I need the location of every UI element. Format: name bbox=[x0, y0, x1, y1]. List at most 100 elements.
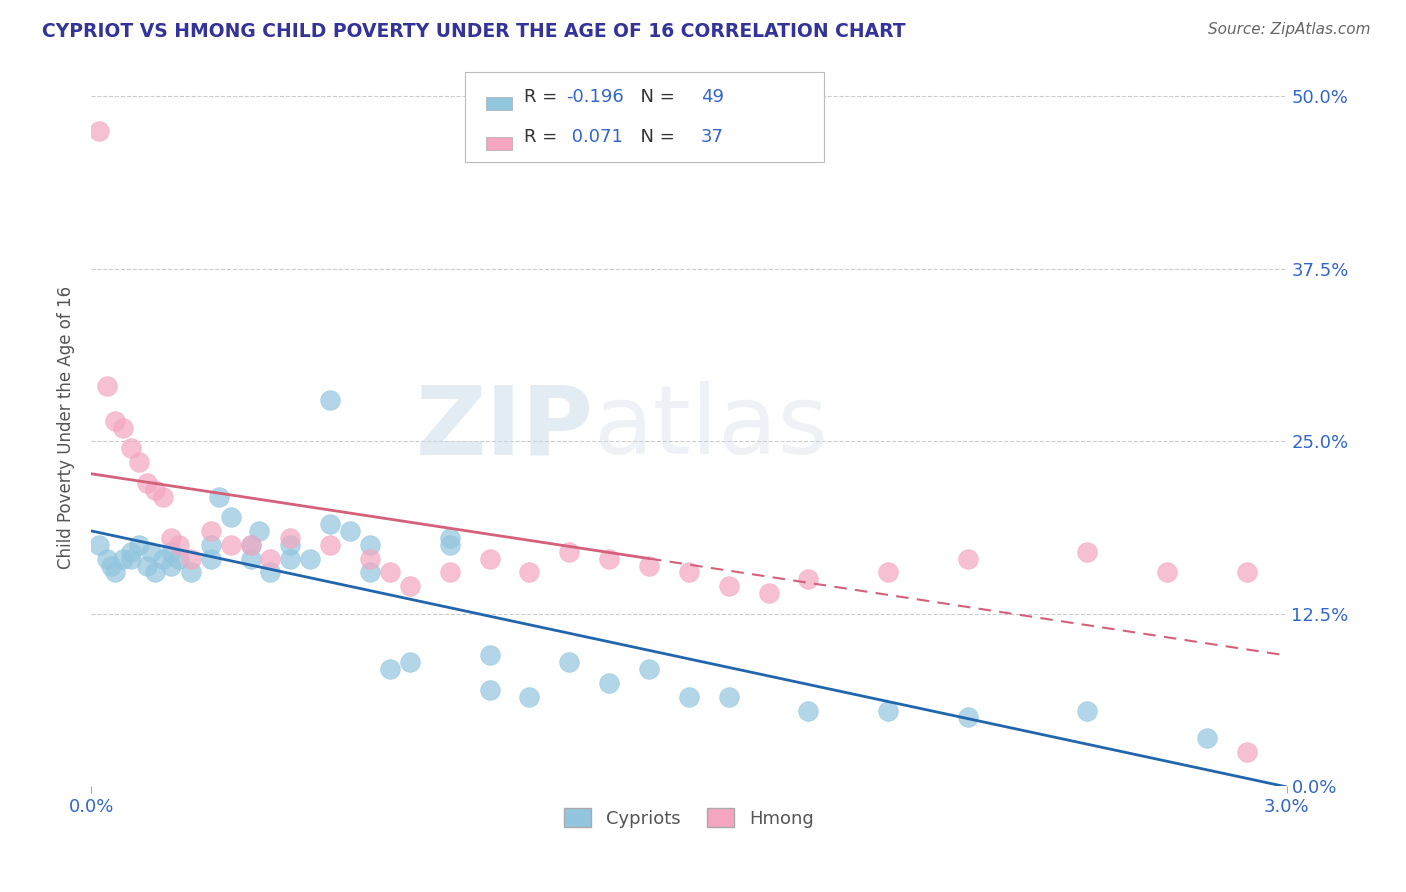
Text: R =: R = bbox=[524, 88, 562, 106]
Text: ZIP: ZIP bbox=[415, 381, 593, 474]
Point bbox=[280, 551, 302, 566]
Point bbox=[259, 566, 281, 580]
Text: CYPRIOT VS HMONG CHILD POVERTY UNDER THE AGE OF 16 CORRELATION CHART: CYPRIOT VS HMONG CHILD POVERTY UNDER THE… bbox=[42, 22, 905, 41]
Text: atlas: atlas bbox=[593, 381, 828, 474]
FancyBboxPatch shape bbox=[485, 97, 512, 111]
Point bbox=[200, 538, 222, 552]
Point bbox=[399, 655, 422, 669]
Text: 49: 49 bbox=[700, 88, 724, 106]
Point bbox=[359, 566, 381, 580]
Point bbox=[139, 545, 162, 559]
Point bbox=[239, 538, 262, 552]
Point bbox=[319, 392, 342, 407]
Point bbox=[247, 524, 270, 538]
Point bbox=[104, 566, 127, 580]
Point bbox=[219, 510, 242, 524]
Point bbox=[200, 524, 222, 538]
Point bbox=[239, 538, 262, 552]
Point bbox=[797, 704, 820, 718]
Point bbox=[359, 551, 381, 566]
Point bbox=[478, 682, 501, 697]
Text: N =: N = bbox=[628, 88, 681, 106]
Point bbox=[1076, 545, 1098, 559]
Point bbox=[478, 551, 501, 566]
Point bbox=[638, 662, 661, 676]
Point bbox=[877, 704, 900, 718]
Point bbox=[319, 538, 342, 552]
Point bbox=[598, 551, 620, 566]
Point bbox=[439, 538, 461, 552]
Point bbox=[280, 538, 302, 552]
Point bbox=[120, 545, 142, 559]
Legend: Cypriots, Hmong: Cypriots, Hmong bbox=[557, 801, 821, 835]
Point bbox=[160, 545, 183, 559]
FancyBboxPatch shape bbox=[485, 136, 512, 150]
Point bbox=[112, 551, 135, 566]
Point bbox=[717, 690, 740, 704]
Point bbox=[128, 455, 150, 469]
Point bbox=[120, 441, 142, 455]
Point bbox=[167, 551, 190, 566]
Point bbox=[143, 566, 166, 580]
Point bbox=[956, 551, 979, 566]
Point bbox=[598, 676, 620, 690]
Point bbox=[558, 655, 581, 669]
Point bbox=[299, 551, 322, 566]
Point bbox=[100, 558, 122, 573]
Point bbox=[1236, 566, 1258, 580]
Point bbox=[96, 551, 118, 566]
Point bbox=[678, 566, 700, 580]
Point bbox=[378, 566, 401, 580]
Point bbox=[259, 551, 281, 566]
Point bbox=[136, 475, 159, 490]
Point bbox=[167, 538, 190, 552]
Text: 0.071: 0.071 bbox=[565, 128, 623, 145]
Point bbox=[558, 545, 581, 559]
Point bbox=[877, 566, 900, 580]
Point bbox=[120, 551, 142, 566]
Point bbox=[136, 558, 159, 573]
Point bbox=[359, 538, 381, 552]
Point bbox=[112, 420, 135, 434]
Point bbox=[1236, 745, 1258, 759]
Y-axis label: Child Poverty Under the Age of 16: Child Poverty Under the Age of 16 bbox=[58, 286, 75, 569]
Point bbox=[152, 490, 174, 504]
Text: -0.196: -0.196 bbox=[565, 88, 623, 106]
Text: R =: R = bbox=[524, 128, 562, 145]
Point bbox=[717, 579, 740, 593]
Point bbox=[104, 414, 127, 428]
Point bbox=[280, 531, 302, 545]
Point bbox=[339, 524, 361, 538]
Point bbox=[678, 690, 700, 704]
Point bbox=[160, 558, 183, 573]
Point bbox=[478, 648, 501, 663]
Point bbox=[87, 538, 110, 552]
Point bbox=[180, 551, 202, 566]
Point bbox=[439, 566, 461, 580]
Point bbox=[797, 573, 820, 587]
Point bbox=[758, 586, 780, 600]
Point bbox=[638, 558, 661, 573]
Point bbox=[160, 531, 183, 545]
Point bbox=[239, 551, 262, 566]
Point bbox=[378, 662, 401, 676]
FancyBboxPatch shape bbox=[465, 72, 824, 161]
Text: Source: ZipAtlas.com: Source: ZipAtlas.com bbox=[1208, 22, 1371, 37]
Point bbox=[128, 538, 150, 552]
Point bbox=[399, 579, 422, 593]
Point bbox=[1076, 704, 1098, 718]
Point bbox=[956, 710, 979, 724]
Point bbox=[143, 483, 166, 497]
Point bbox=[319, 517, 342, 532]
Point bbox=[1195, 731, 1218, 746]
Point bbox=[96, 379, 118, 393]
Point bbox=[87, 123, 110, 137]
Point bbox=[180, 566, 202, 580]
Point bbox=[439, 531, 461, 545]
Point bbox=[519, 690, 541, 704]
Point bbox=[152, 551, 174, 566]
Point bbox=[219, 538, 242, 552]
Point bbox=[519, 566, 541, 580]
Text: 37: 37 bbox=[700, 128, 724, 145]
Point bbox=[1156, 566, 1178, 580]
